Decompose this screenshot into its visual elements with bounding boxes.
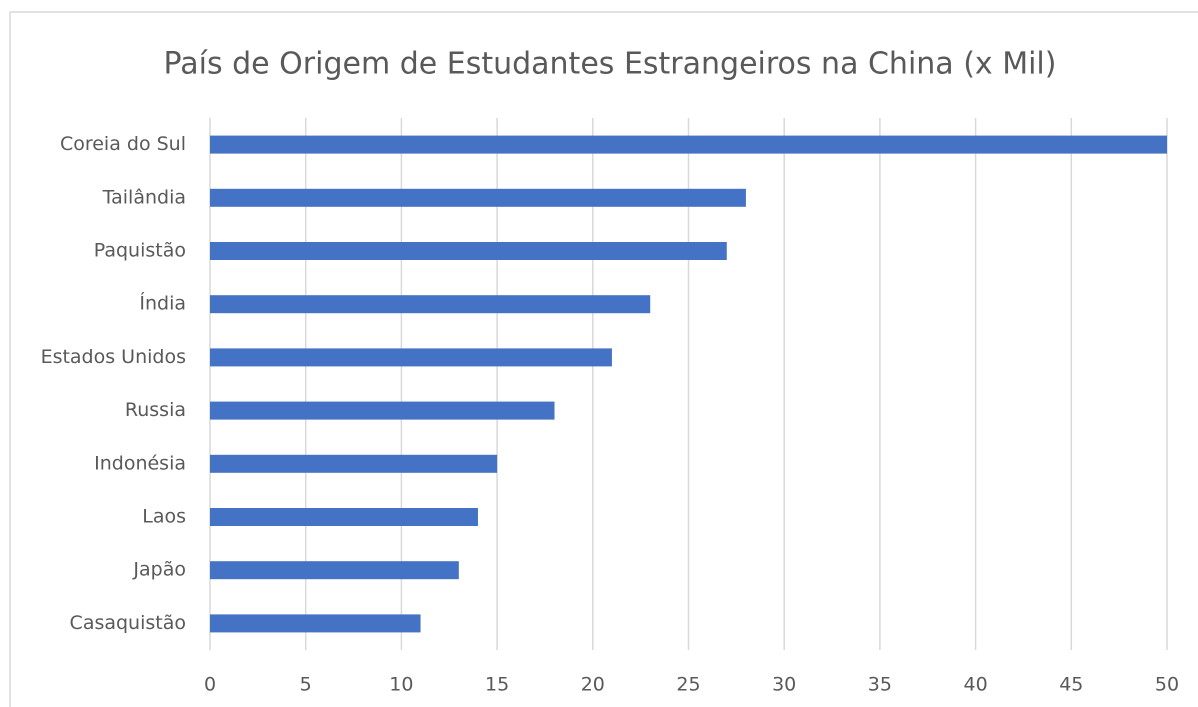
bar (210, 401, 555, 420)
y-tick-label: Paquistão (94, 240, 186, 262)
bar (210, 561, 459, 580)
y-tick-label: Indonésia (94, 452, 186, 474)
x-tick-label: 45 (1059, 674, 1083, 696)
x-tick-label: 0 (204, 674, 216, 696)
x-tick-label: 5 (300, 674, 312, 696)
y-tick-label: Laos (142, 506, 186, 528)
y-tick-label: Tailândia (102, 186, 186, 208)
x-tick-label: 30 (772, 674, 796, 696)
bar (210, 508, 478, 526)
x-tick-label: 20 (581, 674, 605, 696)
y-tick-label: Índia (139, 292, 186, 315)
bar (210, 188, 746, 207)
bar (210, 614, 421, 633)
bar (210, 454, 498, 473)
bar (210, 348, 612, 367)
bar (210, 295, 651, 314)
x-tick-label: 25 (676, 674, 700, 696)
y-tick-label: Russia (125, 399, 186, 421)
x-tick-label: 50 (1155, 674, 1179, 696)
x-tick-label: 35 (868, 674, 892, 696)
y-tick-label: Estados Unidos (41, 346, 186, 368)
bar (210, 242, 727, 260)
y-tick-label: Coreia do Sul (60, 133, 186, 155)
y-tick-label: Japão (132, 559, 186, 581)
x-tick-label: 10 (389, 674, 413, 696)
x-tick-label: 40 (964, 674, 988, 696)
bar (210, 135, 1167, 154)
chart-title: País de Origem de Estudantes Estrangeiro… (164, 47, 1057, 82)
x-tick-label: 15 (485, 674, 509, 696)
y-tick-label: Casaquistão (70, 612, 186, 634)
